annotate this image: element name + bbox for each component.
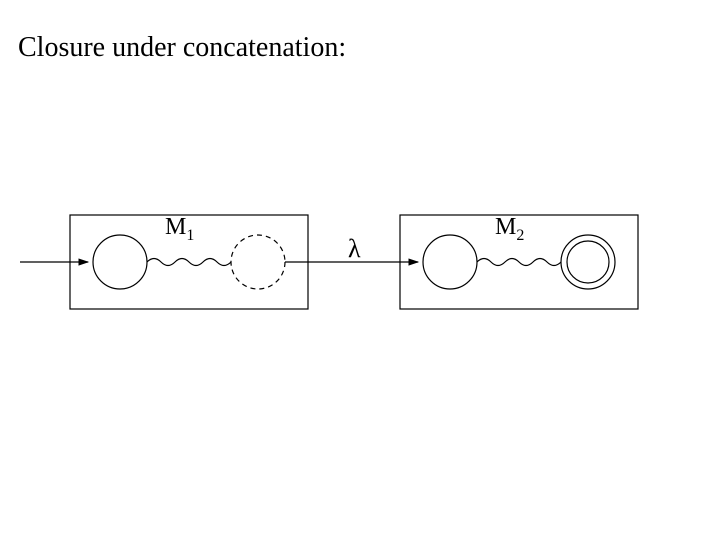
- label-m1: M1: [165, 214, 194, 245]
- label-m2: M2: [495, 214, 524, 245]
- label-lambda: λ: [348, 234, 361, 264]
- diagram-svg: [0, 0, 720, 540]
